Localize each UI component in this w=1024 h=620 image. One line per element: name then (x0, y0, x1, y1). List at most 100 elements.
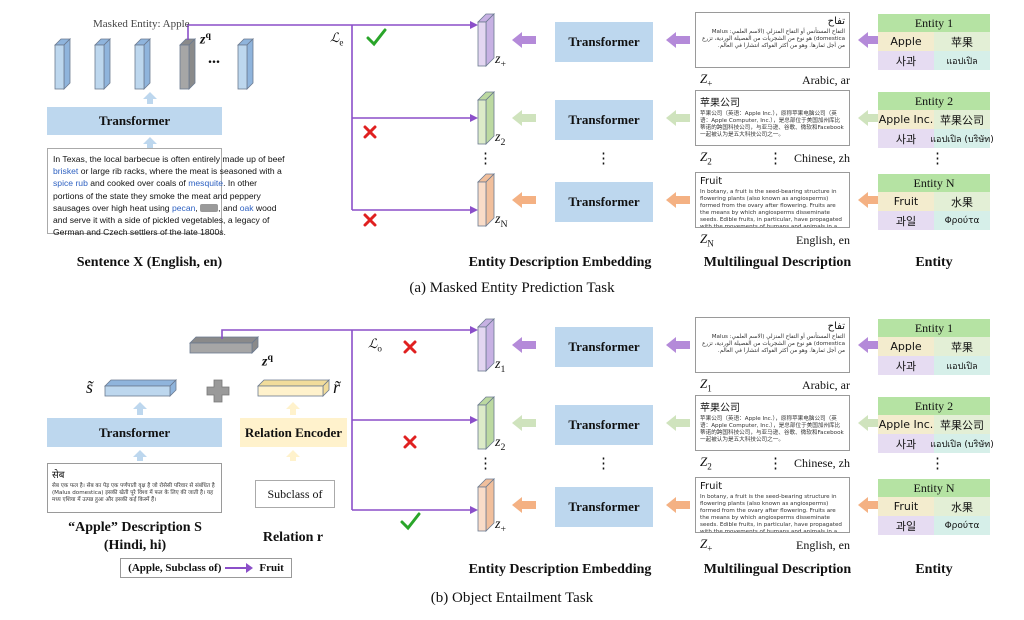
block-arrow (666, 337, 690, 353)
token-embedding (54, 44, 65, 90)
embedding (485, 13, 495, 67)
loss-label: ℒe (330, 30, 343, 48)
token-embedding (103, 38, 111, 90)
description-title: تفاح (827, 321, 845, 332)
embedding (485, 478, 495, 532)
sentence-line: In Texas, the local barbecue is often en… (53, 153, 285, 165)
sentence-link: oak (239, 202, 254, 213)
relation-box: Subclass of (255, 480, 335, 508)
embedding (477, 21, 487, 67)
description-title: सेब (52, 470, 65, 481)
block-arrow (133, 402, 147, 415)
ellipsis: ⋮ (930, 456, 945, 472)
token-embedding (143, 38, 151, 90)
description-body: التفاح المستأنس أو التفاح المنزلي (الاسم… (702, 29, 845, 49)
description-id: ZN (700, 231, 714, 249)
arrow-head (470, 506, 478, 514)
embedding-label-main: z (495, 357, 501, 372)
embedding (477, 99, 487, 145)
embedding-label-sub: 1 (500, 363, 506, 375)
entity-cell: แอปเปิล (934, 356, 990, 375)
arrow-head (470, 114, 478, 122)
embedding-label: z2 (495, 130, 505, 148)
column-label: Entity (915, 255, 953, 270)
masked-token (200, 203, 219, 212)
entity-header: Entity 1 (878, 14, 990, 32)
token-embedding (237, 44, 248, 90)
description-id-sub: 1 (707, 383, 712, 394)
language-label: English, en (796, 538, 850, 552)
description-card: تفاح التفاح المستأنس أو التفاح المنزلي (ا… (695, 317, 850, 373)
query-label-sup: q (267, 352, 273, 363)
block-arrow (512, 337, 536, 353)
block-arrow (858, 337, 882, 353)
query-label: zq (200, 30, 211, 49)
description-card: Fruit In botany, a fruit is the seed-bear… (695, 172, 850, 228)
block-arrow (512, 497, 536, 513)
entity-cell: แอปเปิล (บริษัท) (930, 129, 994, 148)
transformer-box: Transformer (555, 182, 653, 222)
description-embedding (104, 385, 171, 397)
description-id: Z2 (700, 454, 712, 472)
loss-label: ℒo (368, 336, 382, 354)
description-title: Fruit (700, 481, 723, 492)
description-id: Z+ (700, 71, 712, 89)
embedding (485, 173, 495, 227)
embedding-label: z1 (495, 357, 505, 375)
embedding-label-main: z (495, 52, 501, 67)
block-arrow (512, 192, 536, 208)
entity-cell: 사과 (878, 129, 934, 148)
embedding (485, 318, 495, 372)
description-card: 苹果公司 苹果公司（英语：Apple Inc.），原称苹果电脑公司（英语：Appl… (695, 90, 850, 146)
description-id-sub: 2 (707, 461, 712, 472)
sentence-link: mesquite (188, 178, 224, 189)
token-embedding (179, 44, 190, 90)
block-arrow (286, 402, 300, 415)
sentence-text: , (195, 202, 201, 213)
arrow-head (470, 206, 478, 214)
language-label: Arabic, ar (802, 378, 850, 392)
transformer-box: Transformer (47, 418, 222, 447)
description-body: In botany, a fruit is the seed-bearing s… (700, 189, 842, 228)
relation-embedding (257, 385, 324, 397)
description-id-sub: 2 (707, 156, 712, 167)
entity-header: Entity 1 (878, 319, 990, 337)
block-arrow (143, 137, 157, 148)
block-arrow (666, 32, 690, 48)
entity-cell: Fruit (878, 192, 934, 211)
sentence-text: or large rib racks, where the meat is se… (78, 166, 282, 177)
description-id-main: Z (700, 454, 708, 469)
description-id-sub: + (707, 78, 713, 89)
block-arrow (143, 92, 157, 104)
embedding-label: zN (495, 212, 508, 230)
entity-header: Entity 2 (878, 92, 990, 110)
entity-cell: 과일 (878, 516, 934, 535)
loss-label-main: ℒ (368, 336, 378, 351)
token-embedding (134, 44, 145, 90)
sentence-text: and cooked over coals of (87, 178, 189, 189)
loss-connector (221, 329, 470, 339)
query-label-main: z (262, 354, 268, 370)
block-arrow (512, 415, 536, 431)
transformer-box: Transformer (555, 100, 653, 140)
embedding-label-sub: N (500, 218, 508, 230)
embedding-label: z+ (495, 517, 506, 535)
ellipsis: ⋮ (768, 151, 783, 167)
triple-arrow (225, 563, 254, 573)
entity-cell: Apple (878, 337, 934, 356)
relation-encoder-box: Relation Encoder (240, 418, 347, 447)
entity-cell: 과일 (878, 211, 934, 230)
query-embedding (189, 336, 259, 344)
ellipsis: ⋮ (596, 456, 611, 472)
description-card: 苹果公司 苹果公司（英语：Apple Inc.），原称苹果电脑公司（英语：Appl… (695, 395, 850, 451)
language-label: Chinese, zh (794, 456, 850, 470)
embedding (485, 91, 495, 145)
ellipsis: ⋮ (478, 151, 493, 167)
description-id-main: Z (700, 536, 708, 551)
entity-cell: 사과 (878, 434, 934, 453)
description-body: सेब एक फल है। सेब का पेड़ एक पर्णपाती वृ… (52, 483, 215, 503)
transformer-box: Transformer (555, 405, 653, 445)
transformer-box: Transformer (555, 327, 653, 367)
